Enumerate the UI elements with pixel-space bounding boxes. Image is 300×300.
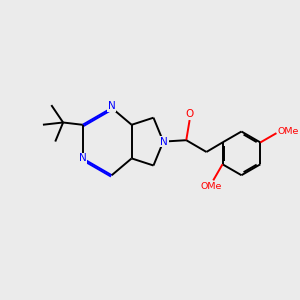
Text: O: O bbox=[185, 110, 194, 119]
Text: OMe: OMe bbox=[200, 182, 222, 191]
Text: N: N bbox=[108, 101, 116, 111]
Text: N: N bbox=[160, 136, 168, 147]
Text: N: N bbox=[79, 153, 86, 164]
Text: OMe: OMe bbox=[278, 127, 299, 136]
